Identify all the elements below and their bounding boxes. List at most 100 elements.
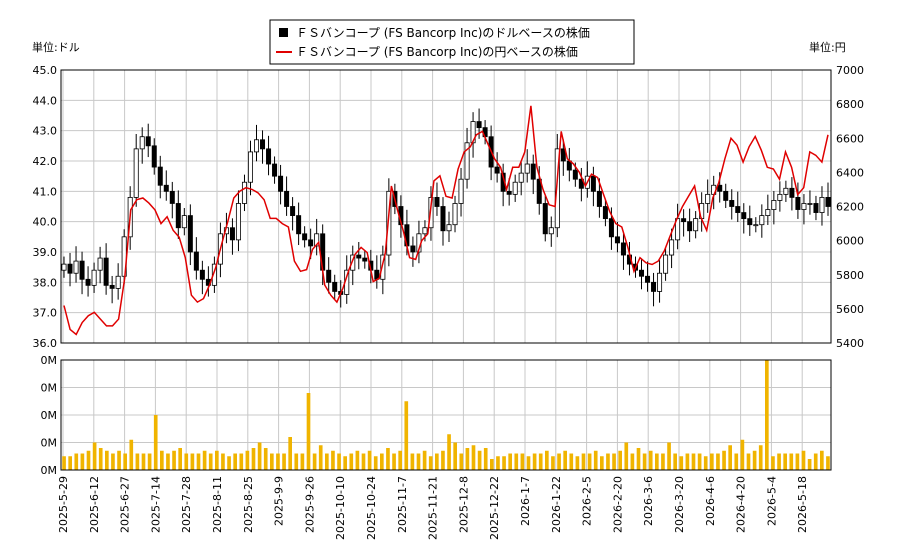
candle-body	[386, 190, 392, 256]
volume-bar	[202, 450, 207, 470]
volume-bar	[685, 453, 690, 470]
volume-bar	[404, 401, 409, 470]
right-tick-label: 7000	[836, 64, 864, 77]
volume-bar	[557, 453, 561, 470]
volume-bar	[62, 456, 66, 470]
volume-bar	[276, 453, 280, 470]
candle-body	[590, 175, 596, 192]
volume-bar	[98, 448, 103, 470]
volume-bar	[532, 453, 537, 470]
left-tick-label: 38.0	[33, 276, 58, 289]
volume-bar	[80, 453, 85, 470]
candle-body	[266, 148, 272, 165]
candle-body	[290, 206, 296, 216]
volume-bar	[416, 453, 421, 470]
candle-body	[151, 145, 157, 168]
volume-bar	[92, 442, 97, 470]
candle-body	[753, 224, 759, 227]
x-tick-label: 2025-6-12	[88, 476, 101, 533]
volume-bar	[288, 437, 292, 470]
candle-body	[109, 284, 115, 289]
volume-bar	[172, 450, 176, 470]
volume-bar	[593, 450, 598, 470]
candle-body	[717, 184, 723, 192]
candle-body	[181, 215, 187, 229]
legend-box	[269, 19, 635, 65]
volume-bar	[435, 453, 439, 470]
volume-bar	[624, 442, 629, 470]
candle-body	[536, 178, 542, 204]
candle-body	[61, 263, 67, 271]
volume-bar	[826, 456, 830, 470]
volume-bar	[648, 450, 653, 470]
volume-bar	[777, 453, 781, 470]
x-tick-label: 2025-8-25	[242, 476, 255, 533]
volume-bar	[123, 453, 127, 470]
volume-bar	[514, 453, 519, 470]
volume-bar	[386, 448, 390, 470]
volume-tick-label: 0M	[41, 354, 58, 367]
candle-body	[602, 206, 608, 220]
volume-bar	[331, 450, 335, 470]
x-tick-label: 2025-7-28	[180, 476, 193, 533]
candle-body	[771, 200, 777, 210]
volume-bar	[813, 453, 818, 470]
candle-body	[476, 121, 482, 129]
candle-body	[596, 190, 602, 207]
candle-body	[512, 181, 518, 195]
legend-label-usd: ＦＳバンコープ (FS Bancorp Inc)のドルベースの株価	[296, 25, 590, 40]
volume-bar	[263, 448, 268, 470]
price-panel-frame	[60, 69, 832, 344]
volume-bar	[758, 445, 763, 470]
candle-body	[693, 218, 699, 232]
volume-bar	[349, 453, 354, 470]
right-tick-label: 6200	[836, 201, 864, 214]
candle-body	[789, 187, 795, 198]
volume-bar	[636, 448, 641, 470]
volume-bar	[233, 453, 237, 470]
volume-bar	[496, 456, 500, 470]
x-tick-label: 2025-7-14	[149, 476, 162, 533]
volume-bar	[490, 459, 494, 470]
candle-body	[735, 206, 741, 213]
usd-candlestick-series	[61, 108, 831, 308]
candle-body	[314, 233, 320, 247]
candle-body	[169, 190, 175, 204]
x-tick-label: 2025-12-8	[457, 476, 470, 533]
volume-bar	[447, 434, 451, 470]
candle-body	[350, 254, 356, 271]
left-tick-label: 40.0	[33, 216, 58, 229]
candle-body	[85, 278, 91, 286]
jpy-price-line	[63, 105, 829, 336]
volume-bar	[208, 453, 213, 470]
volume-bar	[642, 453, 647, 470]
candle-body	[67, 263, 73, 274]
volume-bar	[502, 456, 506, 470]
candle-body	[278, 175, 284, 192]
volume-bar	[459, 453, 464, 470]
x-tick-label: 2026-3-6	[642, 476, 655, 526]
volume-bar	[441, 450, 445, 470]
volume-bar	[795, 453, 800, 470]
candle-body	[524, 163, 530, 174]
volume-bar	[300, 453, 305, 470]
volume-bar	[740, 439, 745, 470]
candle-body	[494, 166, 500, 174]
candle-body	[211, 263, 217, 286]
candle-body	[801, 203, 807, 210]
candle-body	[362, 257, 368, 262]
candle-body	[663, 254, 669, 274]
candle-body	[422, 227, 428, 235]
left-tick-label: 44.0	[33, 94, 58, 107]
volume-bar	[538, 453, 543, 470]
candle-body	[560, 148, 566, 162]
volume-bar	[410, 453, 415, 470]
volume-bar	[581, 453, 586, 470]
volume-bar	[679, 456, 684, 470]
candle-body	[705, 193, 711, 204]
candle-body	[254, 139, 260, 153]
volume-bar	[746, 453, 751, 470]
left-tick-label: 36.0	[33, 337, 58, 350]
candle-body	[272, 163, 278, 177]
